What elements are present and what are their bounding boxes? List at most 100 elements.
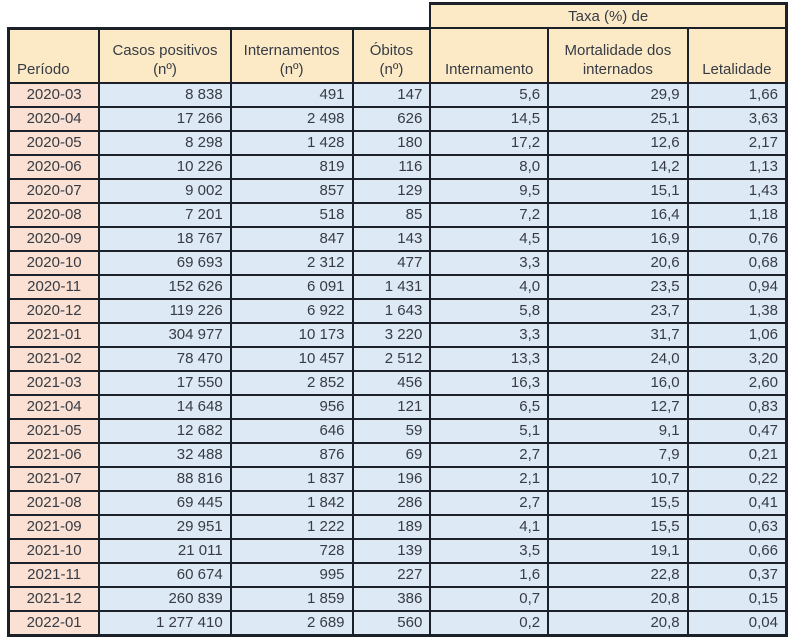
cell-value: 0,63 [686,513,788,540]
cell-value: 491 [229,81,354,108]
cell-value: 1,6 [429,561,550,588]
cell-periodo: 2021-01 [7,321,101,348]
cell-value: 12,6 [547,129,689,156]
cell-value: 5,1 [429,417,550,444]
cell-value: 10 457 [229,345,354,372]
cell-value: 85 [351,201,432,228]
cell-value: 59 [351,417,432,444]
cell-value: 995 [229,561,354,588]
cell-value: 0,68 [686,249,788,276]
cell-periodo: 2020-09 [7,225,101,252]
cell-value: 3,3 [429,249,550,276]
cell-value: 0,22 [686,465,788,492]
cell-value: 17 266 [98,105,232,132]
cell-value: 560 [351,609,432,637]
empty-corner-cell [8,3,431,28]
cell-value: 3,3 [429,321,550,348]
cell-value: 1 837 [229,465,354,492]
cell-value: 20,6 [547,249,689,276]
cell-value: 9,1 [547,417,689,444]
table-body: 2020-03 8 838 491 147 5,6 29,9 1,66 2020-04 17 2… [7,81,788,637]
cell-value: 1,06 [686,321,788,348]
cell-value: 16,0 [547,369,689,396]
cell-value: 7,9 [547,441,689,468]
cell-value: 15,5 [547,489,689,516]
cell-value: 0,47 [686,417,788,444]
cell-periodo: 2020-07 [7,177,101,204]
cell-value: 88 816 [98,465,232,492]
table-row: 2021-12 260 839 1 859 386 0,7 20,8 0,15 [7,585,788,612]
cell-value: 2 498 [229,105,354,132]
cell-value: 2,7 [429,441,550,468]
cell-periodo: 2020-03 [7,81,101,108]
cell-value: 3,5 [429,537,550,564]
cell-value: 69 [351,441,432,468]
column-header-periodo: Período [7,26,101,84]
cell-periodo: 2021-12 [7,585,101,612]
cell-value: 0,15 [686,585,788,612]
cell-value: 2,1 [429,465,550,492]
cell-value: 16,3 [429,369,550,396]
cell-value: 10 226 [98,153,232,180]
cell-periodo: 2022-01 [7,609,101,637]
cell-periodo: 2021-05 [7,417,101,444]
cell-value: 0,04 [686,609,788,637]
covid-statistics-table: Taxa (%) de Período Casos positivos (nº) I… [7,2,788,637]
table-row: 2021-01 304 977 10 173 3 220 3,3 31,7 1,06 [7,321,788,348]
cell-value: 8,0 [429,153,550,180]
table-row: 2021-04 14 648 956 121 6,5 12,7 0,83 [7,393,788,420]
cell-value: 23,5 [547,273,689,300]
cell-periodo: 2020-12 [7,297,101,324]
cell-value: 1 431 [351,273,432,300]
group-header-taxa: Taxa (%) de [429,2,788,29]
cell-value: 1,18 [686,201,788,228]
column-header-internamentos: Internamentos (nº) [229,26,354,84]
cell-value: 5,6 [429,81,550,108]
cell-value: 29 951 [98,513,232,540]
cell-value: 119 226 [98,297,232,324]
cell-value: 456 [351,369,432,396]
cell-periodo: 2020-05 [7,129,101,156]
table-row: 2020-09 18 767 847 143 4,5 16,9 0,76 [7,225,788,252]
cell-value: 21 011 [98,537,232,564]
cell-value: 9 002 [98,177,232,204]
cell-value: 477 [351,249,432,276]
cell-value: 143 [351,225,432,252]
cell-periodo: 2020-11 [7,273,101,300]
cell-value: 0,41 [686,489,788,516]
cell-value: 2,60 [686,369,788,396]
cell-value: 16,4 [547,201,689,228]
cell-value: 25,1 [547,105,689,132]
cell-value: 15,1 [547,177,689,204]
cell-periodo: 2021-02 [7,345,101,372]
cell-periodo: 2020-04 [7,105,101,132]
cell-value: 116 [351,153,432,180]
cell-value: 2 512 [351,345,432,372]
cell-value: 19,1 [547,537,689,564]
cell-value: 15,5 [547,513,689,540]
table-row: 2020-11 152 626 6 091 1 431 4,0 23,5 0,94 [7,273,788,300]
cell-value: 6 091 [229,273,354,300]
cell-value: 1,43 [686,177,788,204]
table-row: 2020-05 8 298 1 428 180 17,2 12,6 2,17 [7,129,788,156]
cell-value: 189 [351,513,432,540]
table-row: 2021-02 78 470 10 457 2 512 13,3 24,0 3,20 [7,345,788,372]
cell-value: 6,5 [429,393,550,420]
column-header-taxa-internamento: Internamento [429,27,550,84]
cell-value: 12,7 [547,393,689,420]
cell-periodo: 2021-07 [7,465,101,492]
cell-value: 17,2 [429,129,550,156]
cell-value: 1 643 [351,297,432,324]
cell-value: 286 [351,489,432,516]
cell-value: 4,5 [429,225,550,252]
cell-value: 819 [229,153,354,180]
cell-value: 7 201 [98,201,232,228]
cell-value: 3,20 [686,345,788,372]
column-header-taxa-letalidade: Letalidade [686,27,788,84]
column-header-obitos: Óbitos (nº) [351,26,432,84]
cell-value: 152 626 [98,273,232,300]
cell-value: 956 [229,393,354,420]
cell-value: 0,76 [686,225,788,252]
cell-periodo: 2021-10 [7,537,101,564]
cell-value: 18 767 [98,225,232,252]
